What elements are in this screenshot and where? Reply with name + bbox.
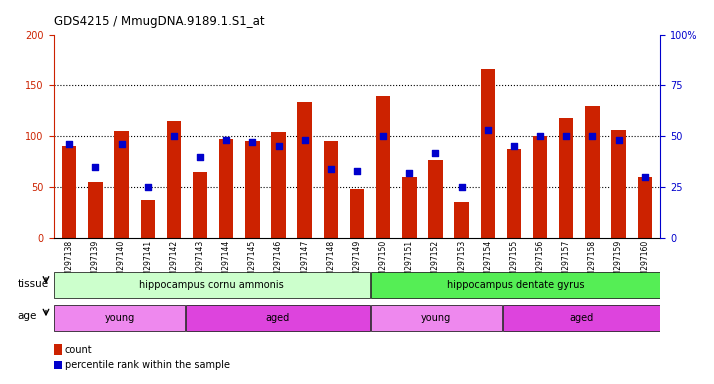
Point: [613, 137, 624, 144]
Point: [90, 164, 101, 170]
Bar: [62, 147, 76, 238]
Bar: [481, 69, 495, 238]
Text: tissue: tissue: [17, 279, 49, 289]
Bar: [428, 160, 443, 238]
Point: [639, 174, 650, 180]
Point: [273, 144, 284, 150]
Text: hippocampus cornu ammonis: hippocampus cornu ammonis: [139, 280, 284, 290]
Point: [456, 184, 468, 190]
Point: [194, 154, 206, 160]
Point: [351, 168, 363, 174]
Point: [560, 133, 572, 139]
Bar: [638, 177, 652, 238]
Text: age: age: [17, 311, 37, 321]
Bar: [54, 305, 185, 331]
Text: aged: aged: [266, 313, 290, 323]
Bar: [402, 177, 416, 238]
Bar: [89, 182, 103, 238]
Text: young: young: [421, 313, 451, 323]
Bar: [54, 272, 370, 298]
Text: hippocampus dentate gyrus: hippocampus dentate gyrus: [446, 280, 584, 290]
Bar: [114, 131, 129, 238]
Bar: [323, 141, 338, 238]
Point: [587, 133, 598, 139]
Point: [246, 139, 258, 146]
Point: [299, 137, 311, 144]
Point: [430, 149, 441, 156]
Bar: [350, 189, 364, 238]
Point: [325, 166, 336, 172]
Text: aged: aged: [569, 313, 593, 323]
Bar: [611, 130, 625, 238]
Bar: [533, 136, 548, 238]
Bar: [503, 305, 660, 331]
Bar: [298, 102, 312, 238]
Bar: [507, 149, 521, 238]
Bar: [186, 305, 370, 331]
Bar: [271, 132, 286, 238]
Bar: [376, 96, 391, 238]
Text: percentile rank within the sample: percentile rank within the sample: [65, 360, 230, 370]
Point: [64, 141, 75, 147]
Bar: [559, 118, 573, 238]
Text: young: young: [104, 313, 135, 323]
Bar: [245, 141, 260, 238]
Bar: [193, 172, 207, 238]
Point: [142, 184, 154, 190]
Bar: [371, 272, 660, 298]
Point: [482, 127, 493, 133]
Bar: [219, 139, 233, 238]
Text: count: count: [65, 345, 93, 355]
Text: GDS4215 / MmugDNA.9189.1.S1_at: GDS4215 / MmugDNA.9189.1.S1_at: [54, 15, 264, 28]
Point: [116, 141, 127, 147]
Point: [378, 133, 389, 139]
Point: [534, 133, 545, 139]
Bar: [166, 121, 181, 238]
Point: [169, 133, 180, 139]
Point: [403, 170, 415, 176]
Bar: [141, 200, 155, 238]
Point: [221, 137, 232, 144]
Point: [508, 144, 520, 150]
Bar: [585, 106, 600, 238]
Bar: [454, 202, 469, 238]
Bar: [371, 305, 502, 331]
